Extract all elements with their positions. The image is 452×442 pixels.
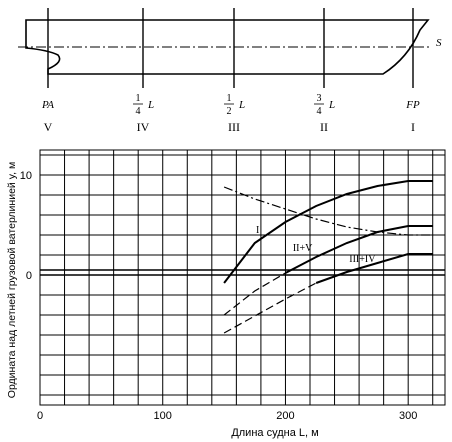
series-line-solid — [223, 180, 433, 284]
station-fraction-numerator: 1 — [227, 93, 232, 104]
series-group: I II+V III+IV — [223, 180, 433, 334]
y-axis-label: Ордината над летней грузовой ватерлинией… — [6, 162, 18, 398]
x-tick-label: 300 — [399, 410, 417, 422]
hull-outline — [25, 19, 430, 75]
station-fraction-denominator: 4 — [317, 106, 322, 117]
x-tick-label: 0 — [37, 410, 43, 422]
ship-profile: S — [18, 19, 442, 75]
waterline-label: S — [436, 37, 442, 49]
x-tick-label: 100 — [154, 410, 172, 422]
station-roman-numeral: II — [320, 120, 328, 134]
series-line-dashdot — [223, 186, 433, 236]
station-fraction-denominator: 2 — [227, 106, 232, 117]
station-fraction-symbol: L — [147, 99, 154, 111]
station-label: FP — [405, 99, 420, 111]
station-roman-numeral: III — [228, 120, 240, 134]
y-tick-label: 10 — [20, 170, 32, 182]
chart-frame — [39, 149, 446, 406]
station-label: PA — [41, 99, 54, 111]
series-label: I — [256, 225, 259, 236]
series-label: III+IV — [349, 254, 376, 265]
series-line-solid — [284, 225, 433, 274]
reference-lines — [40, 269, 445, 276]
station-fraction-numerator: 1 — [136, 93, 141, 104]
station-roman-numeral: IV — [137, 120, 150, 134]
x-axis-label: Длина судна L, м — [231, 427, 318, 439]
station-fraction-numerator: 3 — [317, 93, 322, 104]
series-line-solid — [315, 253, 433, 284]
y-tick-label: 0 — [26, 270, 32, 282]
station-fraction-symbol: L — [238, 99, 245, 111]
station-roman-numeral: I — [411, 120, 415, 134]
x-tick-label: 200 — [276, 410, 294, 422]
series-label: II+V — [293, 243, 313, 254]
series-line-dashed — [223, 272, 286, 316]
station-fraction-denominator: 4 — [136, 106, 141, 117]
chart-grid — [39, 150, 445, 405]
tick-labels: 0 100 200 300 0 10 — [20, 170, 418, 422]
station-fraction-symbol: L — [328, 99, 335, 111]
station-roman-numeral: V — [44, 120, 53, 134]
